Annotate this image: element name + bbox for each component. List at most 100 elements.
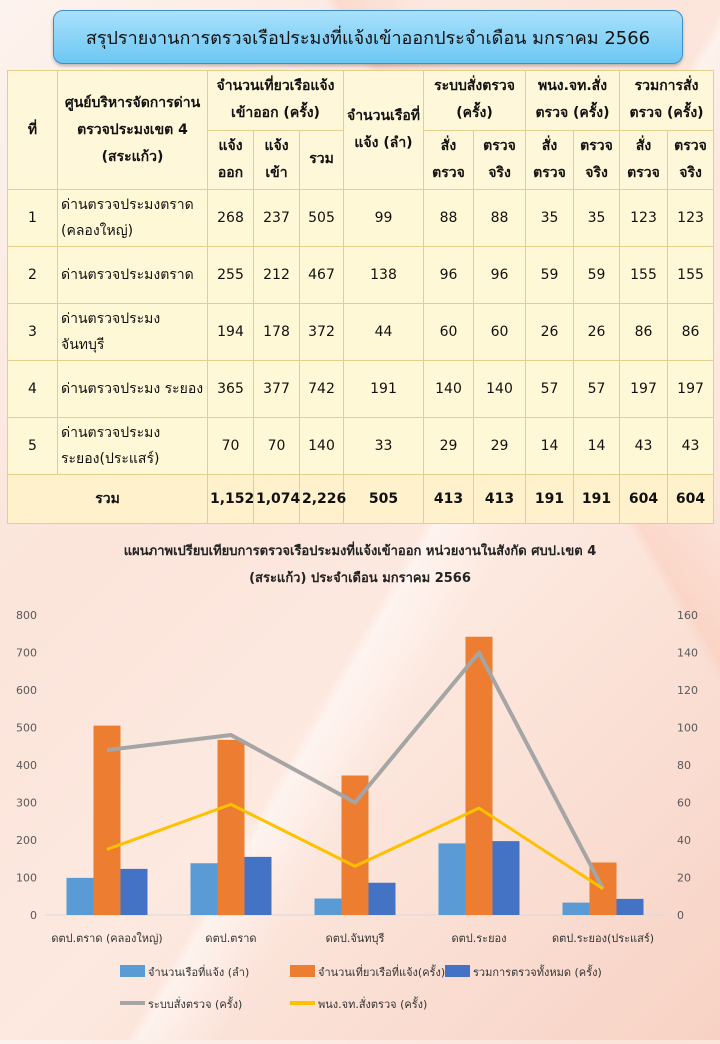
chart: แผนภาพเปรียบเทียบการตรวจเรือประมงที่แจ้ง… bbox=[0, 525, 720, 1040]
table-total-row: รวม 1,152 1,074 2,226 505 413 413 191 19… bbox=[7, 474, 715, 524]
bar-2 bbox=[616, 898, 644, 915]
cell-total-actual: 155 bbox=[667, 246, 715, 304]
table-row: 2 ด่านตรวจประมงตราด 255 212 467 138 96 9… bbox=[7, 246, 715, 304]
total-total-actual: 604 bbox=[667, 474, 715, 524]
total-officer-actual: 191 bbox=[573, 474, 621, 524]
y-tick-label: 700 bbox=[16, 647, 37, 660]
total-sum: 2,226 bbox=[299, 474, 346, 524]
legend-label: จำนวนเที่ยวเรือที่แจ้ง(ครั้ง) bbox=[318, 964, 445, 979]
cell-officer-order: 59 bbox=[525, 246, 575, 304]
header-actual: ตรวจจริง bbox=[573, 129, 621, 190]
x-tick-label: ดตป.ตราด bbox=[205, 932, 256, 945]
bar-0 bbox=[66, 877, 94, 915]
bar-0 bbox=[438, 843, 466, 915]
cell-no: 1 bbox=[7, 189, 58, 247]
total-label: รวม bbox=[7, 474, 208, 524]
header-trips: จำนวนเที่ยวเรือแจ้งเข้าออก (ครั้ง) bbox=[207, 70, 344, 131]
y-tick-label: 200 bbox=[16, 834, 37, 847]
header-order: สั่งตรวจ bbox=[619, 129, 669, 190]
chart-title-line-1: แผนภาพเปรียบเทียบการตรวจเรือประมงที่แจ้ง… bbox=[124, 541, 596, 559]
legend-swatch bbox=[290, 965, 315, 977]
series-line-0 bbox=[106, 650, 605, 890]
total-system-actual: 413 bbox=[472, 474, 527, 524]
cell-system-actual: 29 bbox=[472, 417, 527, 475]
cell-name: ด่านตรวจประมง ระยอง(ประแสร์) bbox=[57, 417, 208, 475]
y2-tick-label: 40 bbox=[677, 834, 691, 847]
cell-officer-order: 35 bbox=[525, 189, 575, 247]
cell-in: 237 bbox=[253, 189, 300, 247]
y-tick-label: 500 bbox=[16, 722, 37, 735]
cell-officer-actual: 14 bbox=[573, 417, 621, 475]
header-total-order: รวมการสั่งตรวจ (ครั้ง) bbox=[619, 70, 715, 131]
total-out: 1,152 bbox=[207, 474, 254, 524]
series-line-1 bbox=[106, 802, 604, 891]
legend-label: จำนวนเรือที่แจ้ง (ลำ) bbox=[148, 964, 249, 979]
cell-boats: 44 bbox=[343, 303, 424, 361]
cell-sum: 505 bbox=[299, 189, 344, 247]
bar-2 bbox=[368, 882, 396, 915]
cell-officer-order: 57 bbox=[525, 360, 575, 418]
cell-out: 255 bbox=[207, 246, 254, 304]
header-order: สั่งตรวจ bbox=[525, 129, 575, 190]
cell-officer-order: 14 bbox=[525, 417, 575, 475]
cell-boats: 138 bbox=[343, 246, 424, 304]
y2-tick-label: 80 bbox=[677, 759, 691, 772]
report-table: ที่ ศูนย์บริหารจัดการด่านตรวจประมงเขต 4 … bbox=[7, 70, 715, 524]
cell-in: 377 bbox=[253, 360, 300, 418]
header-out: แจ้งออก bbox=[207, 129, 254, 190]
cell-name: ด่านตรวจประมง ระยอง bbox=[57, 360, 208, 418]
cell-sum: 372 bbox=[299, 303, 344, 361]
cell-officer-actual: 35 bbox=[573, 189, 621, 247]
cell-out: 70 bbox=[207, 417, 254, 475]
cell-out: 268 bbox=[207, 189, 254, 247]
cell-system-order: 96 bbox=[423, 246, 474, 304]
cell-total-order: 123 bbox=[619, 189, 669, 247]
total-boats: 505 bbox=[343, 474, 424, 524]
y2-tick-label: 100 bbox=[677, 722, 698, 735]
cell-system-actual: 88 bbox=[472, 189, 527, 247]
y-tick-label: 400 bbox=[16, 759, 37, 772]
chart-title-line-2: (สระแก้ว) ประจำเดือน มกราคม 2566 bbox=[249, 570, 471, 586]
total-system-order: 413 bbox=[423, 474, 474, 524]
x-tick-label: ดตป.จันทบุรี bbox=[326, 932, 385, 945]
bar-1 bbox=[217, 739, 245, 915]
cell-no: 3 bbox=[7, 303, 58, 361]
legend-swatch bbox=[445, 965, 470, 977]
cell-no: 4 bbox=[7, 360, 58, 418]
y2-tick-label: 140 bbox=[677, 647, 698, 660]
cell-sum: 140 bbox=[299, 417, 344, 475]
header-actual: ตรวจจริง bbox=[667, 129, 715, 190]
legend-label: รวมการตรวจทั้งหมด (ครั้ง) bbox=[473, 964, 602, 979]
legend-label: ระบบสั่งตรวจ (ครั้ง) bbox=[148, 996, 242, 1011]
cell-total-order: 86 bbox=[619, 303, 669, 361]
bar-2 bbox=[120, 868, 148, 915]
header-sum: รวม bbox=[299, 129, 344, 190]
cell-in: 178 bbox=[253, 303, 300, 361]
cell-sum: 742 bbox=[299, 360, 344, 418]
cell-officer-actual: 26 bbox=[573, 303, 621, 361]
cell-system-actual: 140 bbox=[472, 360, 527, 418]
cell-total-actual: 123 bbox=[667, 189, 715, 247]
table-row: 4 ด่านตรวจประมง ระยอง 365 377 742 191 14… bbox=[7, 360, 715, 418]
total-total-order: 604 bbox=[619, 474, 669, 524]
header-officer-order: พนง.จท.สั่งตรวจ (ครั้ง) bbox=[525, 70, 621, 131]
header-center: ศูนย์บริหารจัดการด่านตรวจประมงเขต 4 (สระ… bbox=[57, 70, 208, 190]
cell-total-order: 43 bbox=[619, 417, 669, 475]
y2-tick-label: 60 bbox=[677, 797, 691, 810]
bar-1 bbox=[93, 725, 121, 915]
cell-system-order: 60 bbox=[423, 303, 474, 361]
table-row: 3 ด่านตรวจประมง จันทบุรี 194 178 372 44 … bbox=[7, 303, 715, 361]
cell-in: 212 bbox=[253, 246, 300, 304]
y2-tick-label: 160 bbox=[677, 609, 698, 622]
cell-no: 2 bbox=[7, 246, 58, 304]
header-in: แจ้งเข้า bbox=[253, 129, 300, 190]
cell-officer-actual: 59 bbox=[573, 246, 621, 304]
cell-boats: 191 bbox=[343, 360, 424, 418]
cell-officer-order: 26 bbox=[525, 303, 575, 361]
cell-system-order: 29 bbox=[423, 417, 474, 475]
cell-out: 365 bbox=[207, 360, 254, 418]
y-tick-label: 300 bbox=[16, 797, 37, 810]
x-tick-label: ดตป.ตราด (คลองใหญ่) bbox=[51, 932, 162, 945]
header-actual: ตรวจจริง bbox=[472, 129, 527, 190]
cell-officer-actual: 57 bbox=[573, 360, 621, 418]
